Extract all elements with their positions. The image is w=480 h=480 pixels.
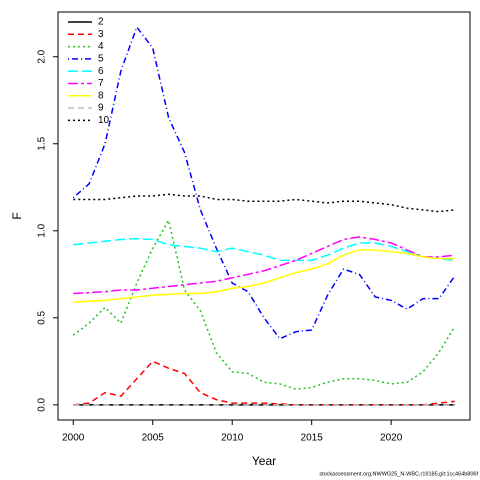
footer: stockassessment.org,NWWG25_N-WBC,r19185,… bbox=[319, 471, 478, 477]
y-tick-label: 0.0 bbox=[37, 397, 48, 411]
legend-label: 6 bbox=[98, 66, 104, 77]
x-tick-label: 2000 bbox=[62, 433, 85, 444]
y-tick-label: 2.0 bbox=[37, 49, 48, 63]
x-tick-label: 2005 bbox=[142, 433, 165, 444]
x-tick-label: 2010 bbox=[221, 433, 244, 444]
series-line bbox=[73, 237, 455, 262]
legend-label: 8 bbox=[98, 90, 104, 101]
plot-box bbox=[57, 11, 471, 421]
legend-label: 9 bbox=[98, 103, 104, 114]
series-line bbox=[72, 25, 456, 340]
legend-label: 4 bbox=[98, 41, 104, 52]
legend-label: 7 bbox=[98, 78, 104, 89]
legend-label: 2 bbox=[98, 17, 104, 28]
x-tick-label: 2015 bbox=[301, 433, 324, 444]
series-line bbox=[73, 236, 455, 295]
x-axis-label: Year bbox=[252, 454, 276, 468]
y-tick-label: 0.5 bbox=[37, 310, 48, 324]
series-line bbox=[72, 218, 456, 390]
y-tick-label: 1.0 bbox=[37, 223, 48, 237]
series-line bbox=[73, 249, 455, 303]
y-tick-label: 1.5 bbox=[37, 136, 48, 150]
legend-label: 3 bbox=[98, 29, 104, 40]
series-line bbox=[73, 360, 455, 406]
legend-label: 10 bbox=[98, 115, 110, 126]
series-line bbox=[73, 193, 455, 213]
x-tick-label: 2020 bbox=[380, 433, 403, 444]
y-axis-label: F bbox=[10, 212, 24, 219]
legend-label: 5 bbox=[98, 54, 104, 65]
